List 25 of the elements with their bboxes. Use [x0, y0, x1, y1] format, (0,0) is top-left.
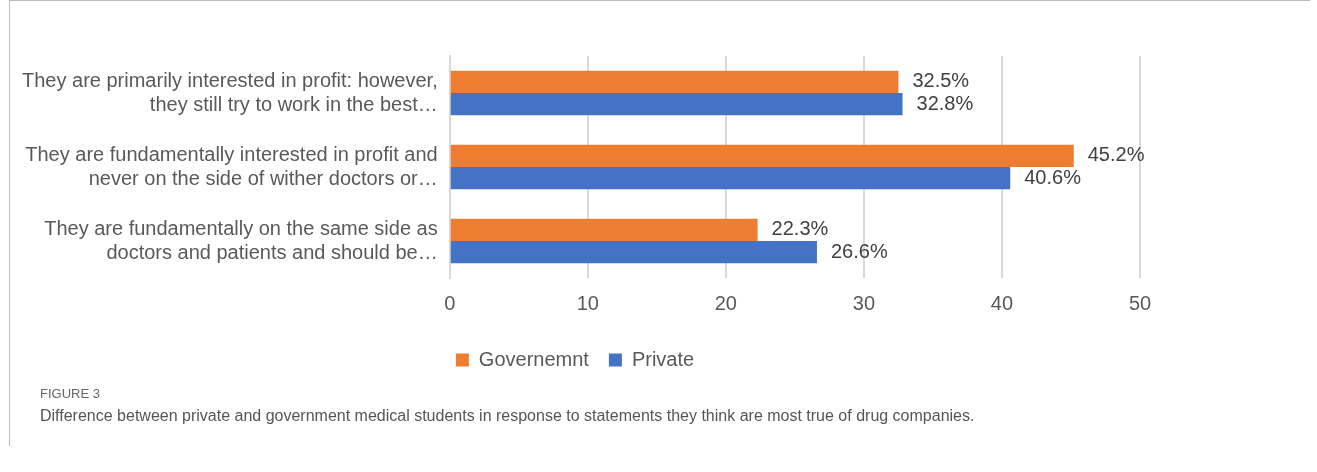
legend-label: Governemnt — [478, 347, 590, 370]
x-tick-label: 50 — [1128, 291, 1152, 314]
bar — [450, 241, 817, 264]
text: Difference between private and government medical students in response to statements they think are most true of drug companies. — [40, 407, 975, 425]
data-label: 45.2% — [1087, 143, 1145, 166]
data-label: 26.6% — [830, 239, 888, 262]
x-tick-label: 40 — [990, 291, 1014, 314]
x-tick-label: 0 — [444, 291, 456, 314]
data-label: 32.8% — [916, 91, 974, 114]
data-label: 32.5% — [912, 69, 970, 92]
data-label: 40.6% — [1024, 165, 1082, 188]
bar — [450, 144, 1074, 167]
y-tick-label: They are fundamentally interested in profit and never on the side of wither doctors or… — [25, 142, 438, 189]
caption: FIGURE 3 — [40, 386, 101, 401]
bar — [450, 70, 899, 93]
legend-label: Private — [631, 347, 695, 370]
y-tick-label: They are fundamentally on the same side as doctors and patients and should be… — [44, 216, 438, 263]
data-label: 22.3% — [771, 217, 829, 240]
bar — [450, 218, 758, 241]
bar — [450, 167, 1011, 190]
x-tick-label: 10 — [576, 291, 599, 314]
y-tick-label: They are primarily interested in profit: however, they still try to work in the best… — [22, 68, 438, 115]
bar — [450, 93, 903, 116]
x-tick-label: 30 — [852, 291, 876, 314]
x-tick-label: 20 — [714, 291, 737, 314]
